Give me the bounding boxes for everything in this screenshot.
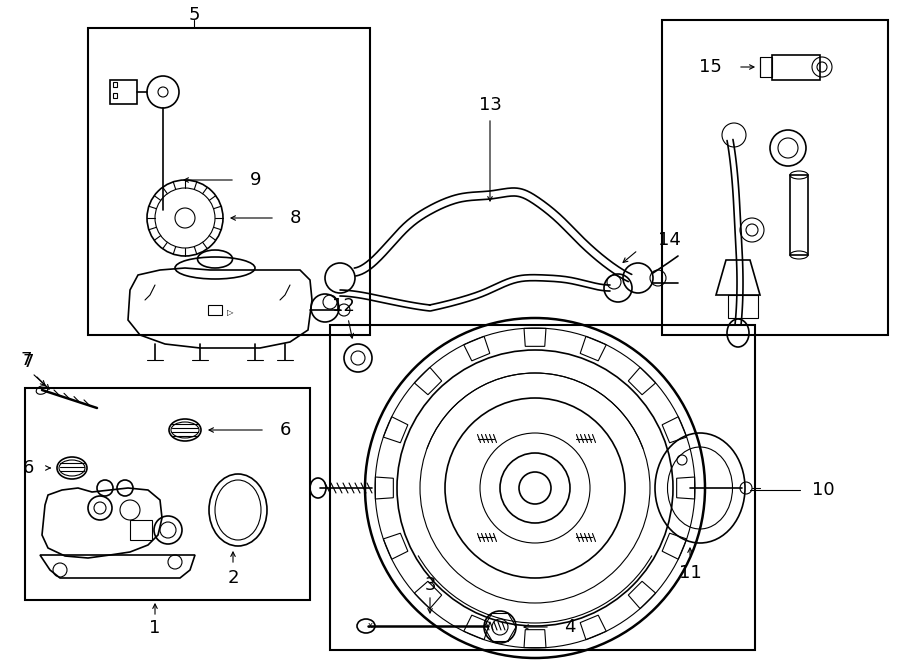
Bar [790, 175, 808, 255]
Bar [662, 20, 888, 335]
Bar [772, 55, 820, 80]
Bar [728, 295, 758, 318]
Bar [113, 82, 117, 87]
Bar [760, 57, 772, 77]
Bar [113, 93, 117, 98]
Text: 11: 11 [679, 564, 701, 582]
Text: 10: 10 [812, 481, 834, 499]
Bar [130, 520, 152, 540]
Text: 4: 4 [564, 618, 575, 636]
Bar [88, 28, 370, 335]
Text: 2: 2 [227, 569, 239, 587]
Text: 14: 14 [658, 231, 681, 249]
Text: 13: 13 [479, 96, 501, 114]
Text: 8: 8 [290, 209, 302, 227]
Text: ▷: ▷ [227, 308, 233, 317]
Text: 3: 3 [424, 576, 436, 594]
Bar [208, 305, 222, 315]
Text: 6: 6 [22, 459, 34, 477]
Bar [25, 388, 310, 600]
Text: 1: 1 [149, 619, 161, 637]
Text: x: x [367, 621, 373, 629]
Text: 5: 5 [188, 6, 200, 24]
Text: 6: 6 [280, 421, 292, 439]
Text: 7: 7 [20, 351, 32, 369]
Text: 12: 12 [331, 297, 355, 315]
Text: 7: 7 [22, 353, 33, 371]
Text: 9: 9 [250, 171, 262, 189]
Bar [110, 80, 137, 104]
Text: 15: 15 [699, 58, 722, 76]
Bar [330, 325, 755, 650]
